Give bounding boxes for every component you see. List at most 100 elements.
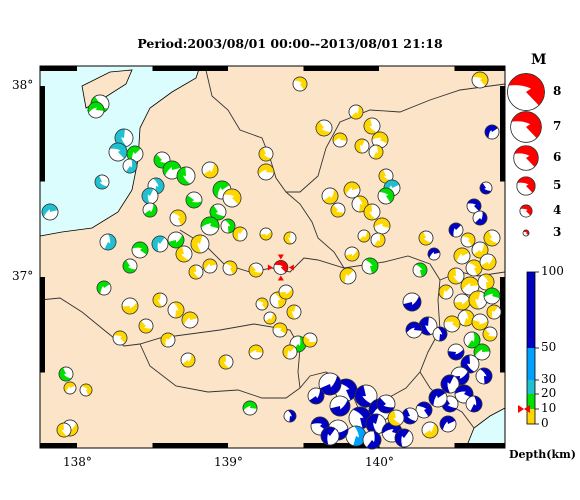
beachball bbox=[318, 372, 342, 396]
beachball bbox=[142, 202, 158, 218]
beachball bbox=[292, 76, 308, 92]
beachball bbox=[108, 142, 128, 162]
beachball bbox=[344, 246, 360, 262]
beachball bbox=[343, 181, 361, 199]
depth-tick-label: 20 bbox=[541, 386, 557, 400]
magnitude-label: 6 bbox=[553, 150, 562, 164]
depth-tick-label: 30 bbox=[541, 372, 557, 386]
beachball bbox=[428, 388, 448, 408]
depth-band-mid1 bbox=[527, 394, 535, 409]
beachball bbox=[475, 367, 493, 385]
beachball bbox=[447, 343, 465, 361]
beachball bbox=[320, 426, 340, 446]
lon-tick-label: 140° bbox=[365, 455, 394, 469]
beachball bbox=[440, 374, 460, 394]
beachball bbox=[181, 311, 199, 329]
lat-tick-label: 38° bbox=[12, 78, 34, 92]
beachball bbox=[415, 401, 433, 419]
beachball bbox=[479, 253, 497, 271]
depth-tick-label: 100 bbox=[541, 264, 564, 278]
depth-tick-label: 0 bbox=[541, 416, 549, 430]
beachball bbox=[180, 352, 196, 368]
beachball bbox=[63, 381, 77, 395]
beachball bbox=[453, 247, 471, 265]
beachball bbox=[126, 145, 144, 163]
beachball bbox=[361, 257, 379, 275]
beachball bbox=[248, 344, 264, 360]
legend-beachball bbox=[510, 111, 542, 143]
beachball bbox=[448, 222, 464, 238]
beachball bbox=[471, 71, 489, 89]
beachball bbox=[220, 218, 236, 234]
depth-tick-label: 50 bbox=[541, 340, 557, 354]
beachball bbox=[258, 146, 274, 162]
beachball bbox=[477, 273, 495, 291]
beachball bbox=[232, 226, 248, 242]
beachball bbox=[202, 258, 218, 274]
depth-colorbar bbox=[518, 271, 539, 425]
beachball bbox=[463, 331, 481, 349]
beachball bbox=[439, 415, 457, 433]
beachball bbox=[421, 421, 439, 439]
beachball bbox=[466, 198, 482, 214]
beachball bbox=[443, 315, 461, 333]
legend-beachball bbox=[507, 73, 545, 111]
beachball bbox=[286, 304, 302, 320]
lat-tick-label: 37° bbox=[12, 269, 34, 283]
beachball bbox=[167, 231, 185, 249]
beachball bbox=[482, 326, 498, 342]
beachball bbox=[200, 216, 220, 236]
legend-beachball bbox=[513, 145, 539, 171]
depth-scale-label: Depth(km) bbox=[509, 448, 576, 461]
beachball bbox=[255, 297, 269, 311]
beachball bbox=[112, 330, 128, 346]
beachball bbox=[302, 332, 318, 348]
beachball bbox=[278, 284, 294, 300]
beachball bbox=[315, 119, 333, 137]
beachball bbox=[460, 276, 480, 296]
beachball bbox=[362, 430, 382, 450]
beachball bbox=[479, 181, 493, 195]
beachball bbox=[209, 203, 227, 221]
beachball bbox=[272, 322, 288, 338]
beachball bbox=[483, 287, 501, 305]
beachball bbox=[282, 344, 298, 360]
beachball bbox=[138, 318, 154, 334]
beachball bbox=[354, 384, 378, 408]
beachball bbox=[175, 245, 193, 263]
legend-beachball bbox=[519, 204, 533, 218]
beachball bbox=[354, 138, 370, 154]
beachball bbox=[188, 264, 204, 280]
beachball bbox=[473, 343, 491, 361]
beachball bbox=[283, 409, 297, 423]
beachball bbox=[472, 210, 488, 226]
beachball bbox=[87, 101, 105, 119]
beachball bbox=[121, 297, 139, 315]
lon-tick-label: 139° bbox=[214, 455, 243, 469]
beachball bbox=[248, 262, 264, 278]
beachball bbox=[176, 166, 196, 186]
magnitude-label: 8 bbox=[553, 84, 562, 98]
beachball bbox=[468, 290, 488, 310]
beachball bbox=[190, 234, 210, 254]
beachball bbox=[460, 232, 476, 248]
beachball bbox=[357, 229, 371, 243]
beachball bbox=[94, 174, 110, 190]
beachball bbox=[307, 387, 325, 405]
beachball bbox=[332, 132, 348, 148]
beachball bbox=[368, 144, 384, 160]
beachball bbox=[412, 262, 428, 278]
beachball bbox=[222, 260, 238, 276]
beachball bbox=[222, 188, 242, 208]
legend-beachball bbox=[522, 229, 530, 237]
beachball bbox=[483, 229, 501, 247]
beachball bbox=[141, 187, 159, 205]
magnitude-legend-header: M bbox=[531, 52, 547, 68]
beachball bbox=[432, 326, 448, 342]
beachball bbox=[457, 309, 475, 327]
beachball bbox=[348, 104, 364, 120]
beachball bbox=[151, 235, 169, 253]
beachball bbox=[387, 409, 405, 427]
beachball bbox=[259, 227, 273, 241]
